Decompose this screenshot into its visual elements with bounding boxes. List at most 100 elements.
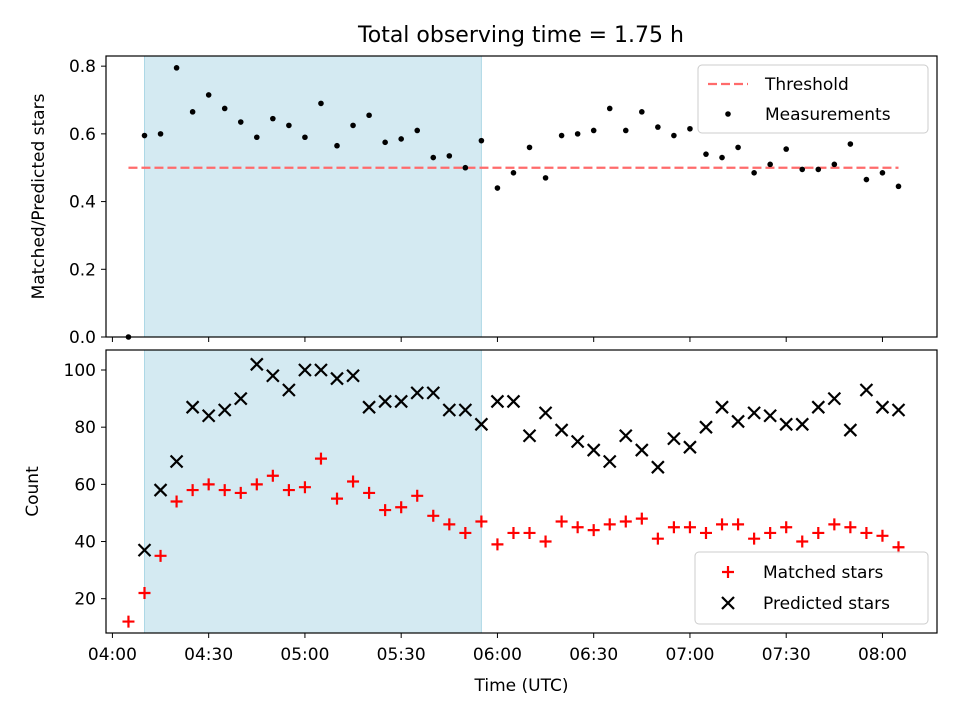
bottom-x-ticks: 04:00 04:30 05:00 05:30 06:00 06:30 07:00 07:30…: [88, 633, 907, 665]
measurement-point: [414, 127, 421, 134]
matched-star-point: [491, 538, 504, 551]
measurement-point: [703, 151, 709, 157]
measurement-point: [221, 105, 228, 112]
measurement-point: [286, 122, 292, 129]
predicted-star-point: [747, 406, 761, 420]
matched-star-point: [186, 484, 199, 497]
x-tick-label: 05:30: [377, 645, 426, 665]
predicted-star-point: [779, 417, 793, 432]
matched-star-point: [459, 526, 472, 539]
measurement-point: [398, 136, 404, 142]
predicted-star-point: [394, 394, 408, 409]
top-panel: 0.00.20.40.60.8 Matched/Predicted stars …: [29, 55, 938, 348]
measurement-point: [863, 176, 870, 183]
measurement-point: [799, 166, 806, 173]
matched-star-point: [892, 541, 905, 554]
measurement-point: [687, 125, 693, 132]
matched-star-point: [250, 478, 263, 491]
measurement-point: [671, 132, 677, 139]
matched-star-point: [780, 521, 793, 534]
bottom-axes-frame: [105, 349, 938, 634]
measurement-point: [205, 92, 212, 98]
top-shaded-region: [144, 55, 482, 338]
predicted-star-point: [843, 423, 858, 437]
x-tick-label: 05:00: [280, 645, 329, 665]
matched-star-point: [379, 504, 392, 517]
predicted-star-point: [891, 403, 906, 417]
bottom-shaded-region: [144, 349, 482, 634]
measurement-point: [719, 154, 725, 161]
matched-star-point: [331, 492, 344, 505]
x-tick-label: 06:00: [473, 645, 522, 665]
legend-matched-label: Matched stars: [763, 563, 883, 583]
matched-star-point: [619, 515, 632, 528]
x-axis-label: Time (UTC): [474, 676, 569, 696]
measurement-point: [270, 115, 276, 122]
y-tick-label: 0.0: [69, 328, 96, 348]
figure-title: Total observing time = 1.75 h: [357, 23, 684, 48]
predicted-star-point: [635, 443, 649, 457]
matched-star-point: [475, 515, 488, 528]
measurement-point: [751, 170, 757, 176]
measurement-point: [831, 161, 838, 168]
predicted-star-point: [699, 420, 713, 434]
predicted-star-point: [169, 454, 184, 469]
matched-star-point: [699, 526, 712, 539]
predicted-star-point: [731, 414, 745, 429]
measurement-point: [767, 161, 773, 168]
x-tick-label: 08:00: [858, 645, 907, 665]
predicted-star-point: [538, 406, 553, 420]
measurement-point: [334, 142, 340, 149]
y-tick-label: 0.2: [69, 260, 96, 280]
matched-star-point: [411, 489, 424, 502]
predicted-star-point: [330, 371, 344, 386]
matched-star-point: [395, 501, 408, 514]
predicted-star-point: [474, 417, 489, 432]
top-x-ticks: [111, 337, 883, 342]
matched-star-point: [443, 518, 456, 531]
matched-star-point: [764, 526, 777, 539]
predicted-star-point: [314, 363, 328, 377]
measurement-point: [590, 127, 597, 134]
measurement-point: [237, 119, 244, 125]
matched-star-point: [860, 526, 873, 539]
predicted-star-point: [763, 408, 777, 423]
predicted-star-point: [795, 417, 810, 432]
measurement-point: [446, 153, 453, 159]
matched-star-point: [587, 524, 600, 537]
measurement-point: [606, 105, 613, 112]
measurement-point: [173, 65, 180, 71]
predicted-star-point: [153, 483, 168, 497]
predicted-star-point: [426, 386, 441, 400]
predicted-star-point: [362, 400, 376, 414]
y-tick-label: 60: [74, 475, 96, 495]
predicted-star-point: [827, 391, 842, 406]
predicted-star-point: [667, 431, 681, 446]
predicted-star-point: [811, 400, 826, 414]
legend-matched-swatch: [722, 566, 734, 578]
matched-star-point: [234, 486, 247, 499]
matched-star-point: [635, 512, 648, 525]
matched-star-point: [266, 469, 279, 482]
bottom-legend: Matched stars Predicted stars: [694, 551, 929, 625]
predicted-star-point: [266, 368, 280, 383]
matched-star-point: [170, 495, 183, 508]
measurement-point: [574, 131, 581, 137]
measurement-point: [622, 127, 629, 134]
measurement-point: [815, 166, 822, 173]
measurement-point: [478, 137, 485, 144]
x-tick-label: 07:00: [665, 645, 714, 665]
measurement-point: [157, 131, 164, 137]
measurement-point: [542, 175, 549, 181]
matched-star-point: [507, 526, 520, 539]
predicted-star-point: [217, 403, 232, 417]
matched-star-point: [363, 486, 376, 499]
matched-star-point: [812, 526, 825, 539]
predicted-star-point: [185, 400, 200, 414]
measurement-point: [382, 139, 388, 146]
measurement-point: [510, 170, 517, 176]
measurement-points: [125, 65, 902, 340]
bottom-panel: 20 40 60 80 100 04:00 04:30 05:00 05:30 06:00 06:…: [23, 349, 938, 696]
legend-predicted-label: Predicted stars: [763, 594, 890, 614]
matched-star-point: [651, 532, 664, 545]
